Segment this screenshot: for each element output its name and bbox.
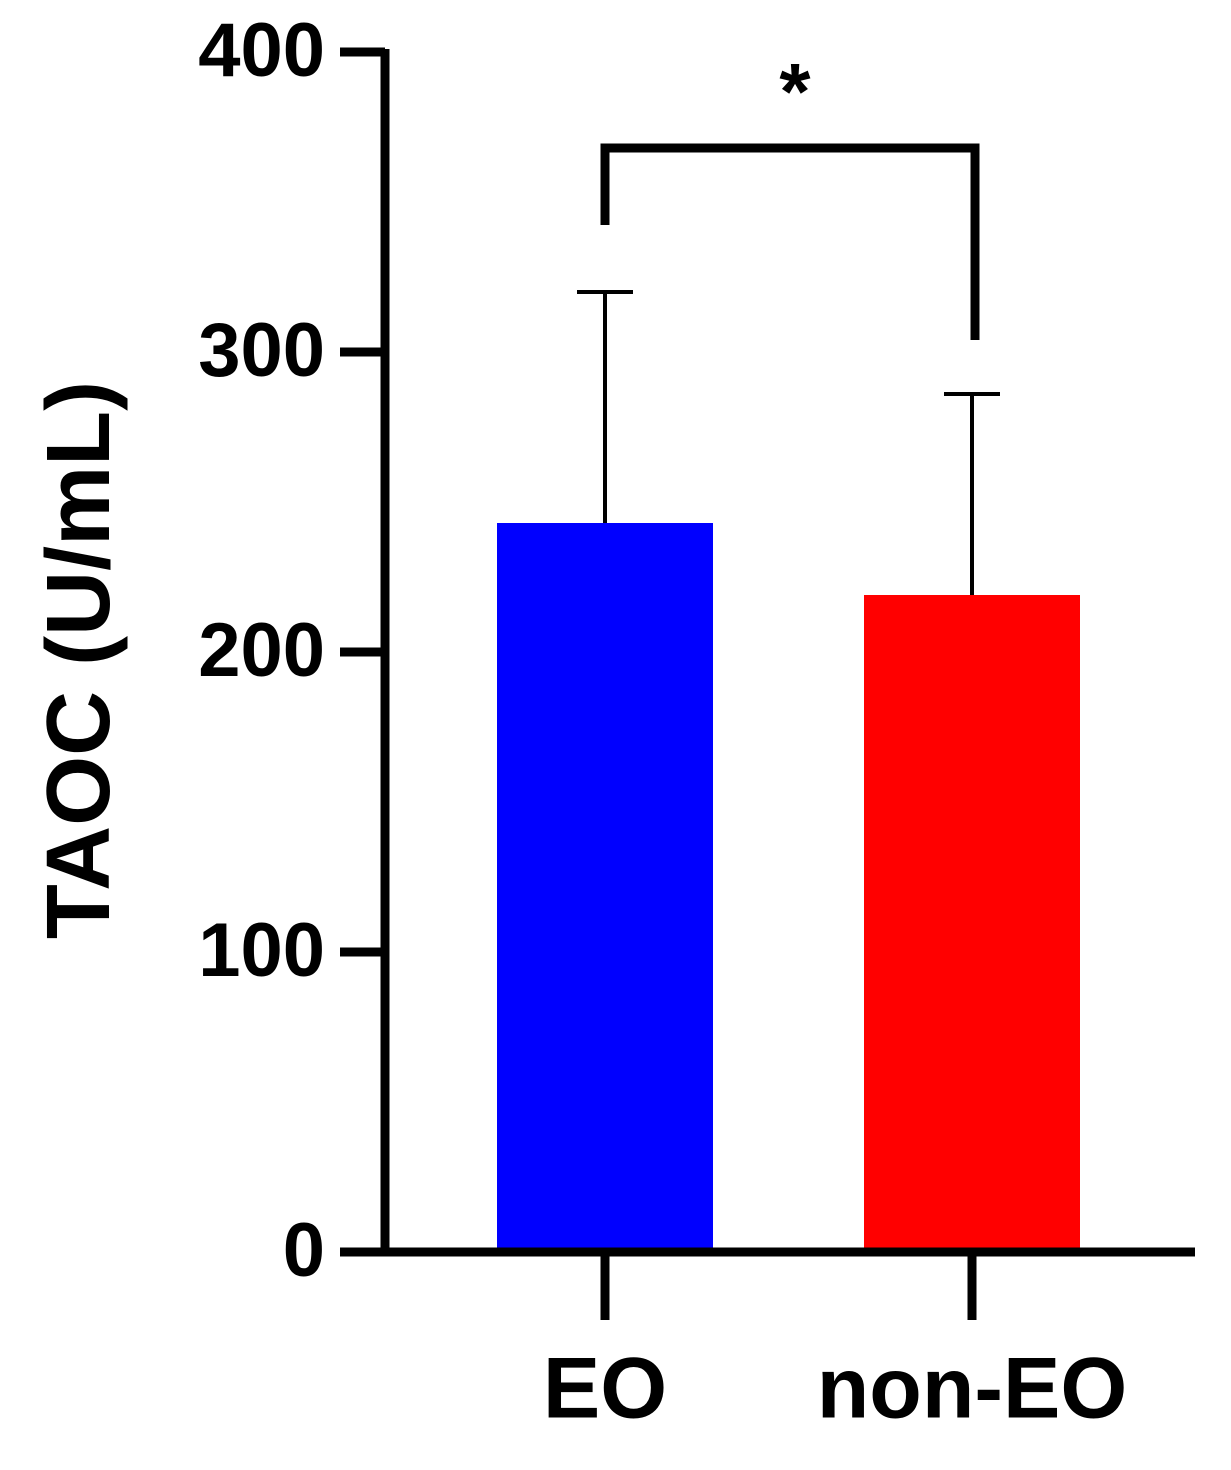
y-tick-label: 100 [198,908,325,993]
bar [864,595,1080,1252]
significance-label: * [779,47,811,136]
x-tick-label: EO [543,1341,667,1437]
bar [497,523,713,1252]
y-tick-label: 400 [198,8,325,93]
y-tick-label: 0 [283,1208,325,1293]
x-tick-label: non-EO [817,1341,1128,1437]
y-tick-label: 300 [198,308,325,393]
significance-bracket [600,143,980,340]
y-tick-label: 200 [198,608,325,693]
y-axis-label: TAOC (U/mL) [29,381,129,939]
